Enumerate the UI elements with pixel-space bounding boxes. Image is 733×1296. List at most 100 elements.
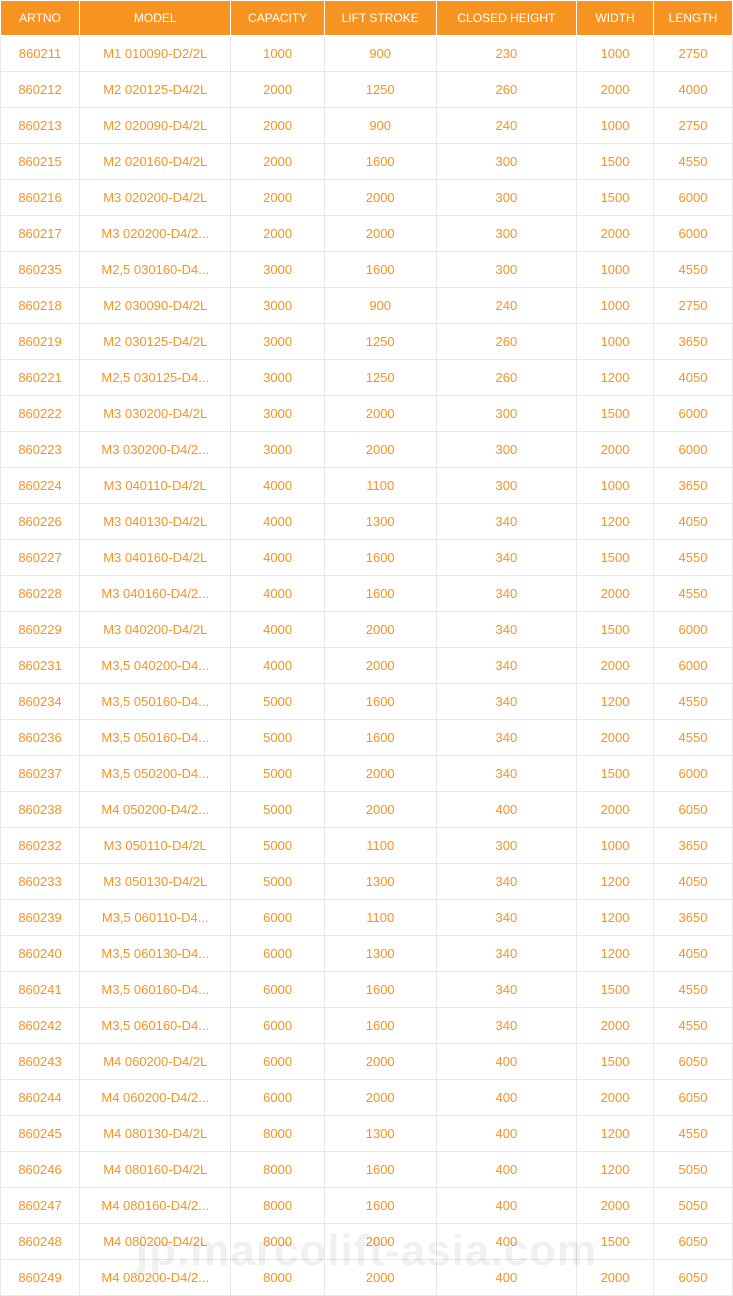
table-cell: 1200 — [577, 900, 654, 936]
table-cell: 2000 — [324, 432, 436, 468]
table-row: 860245M4 080130-D4/2L8000130040012004550 — [1, 1116, 733, 1152]
table-row: 860233M3 050130-D4/2L5000130034012004050 — [1, 864, 733, 900]
table-cell: 300 — [436, 432, 576, 468]
table-cell: 300 — [436, 828, 576, 864]
table-cell: 4550 — [653, 720, 732, 756]
table-cell: 860242 — [1, 1008, 80, 1044]
table-cell: 860231 — [1, 648, 80, 684]
table-cell: 860215 — [1, 144, 80, 180]
table-cell: 2000 — [231, 180, 324, 216]
table-cell: 860238 — [1, 792, 80, 828]
table-cell: 6050 — [653, 1260, 732, 1296]
table-cell: 6050 — [653, 1224, 732, 1260]
table-cell: 260 — [436, 72, 576, 108]
table-cell: 2000 — [324, 756, 436, 792]
table-cell: 860249 — [1, 1260, 80, 1296]
table-row: 860232M3 050110-D4/2L5000110030010003650 — [1, 828, 733, 864]
table-cell: 1500 — [577, 756, 654, 792]
table-cell: 6000 — [653, 396, 732, 432]
table-cell: 6000 — [653, 648, 732, 684]
table-row: 860243M4 060200-D4/2L6000200040015006050 — [1, 1044, 733, 1080]
table-cell: 1000 — [577, 252, 654, 288]
table-cell: 2750 — [653, 108, 732, 144]
table-cell: 6000 — [653, 432, 732, 468]
table-cell: M3 040160-D4/2L — [80, 540, 231, 576]
table-cell: 860221 — [1, 360, 80, 396]
table-cell: 340 — [436, 648, 576, 684]
table-cell: M3,5 040200-D4... — [80, 648, 231, 684]
table-row: 860248M4 080200-D4/2L8000200040015006050 — [1, 1224, 733, 1260]
table-cell: M3,5 050160-D4... — [80, 720, 231, 756]
table-cell: 1250 — [324, 324, 436, 360]
table-cell: 3000 — [231, 432, 324, 468]
table-cell: 6000 — [231, 972, 324, 1008]
table-cell: 860236 — [1, 720, 80, 756]
table-cell: 2000 — [324, 612, 436, 648]
table-cell: M4 080200-D4/2L — [80, 1224, 231, 1260]
table-cell: 1500 — [577, 1044, 654, 1080]
table-cell: 860219 — [1, 324, 80, 360]
table-cell: 1100 — [324, 828, 436, 864]
table-cell: 300 — [436, 144, 576, 180]
table-cell: M4 080160-D4/2... — [80, 1188, 231, 1224]
table-cell: 260 — [436, 324, 576, 360]
table-cell: 4550 — [653, 684, 732, 720]
table-cell: 860227 — [1, 540, 80, 576]
table-cell: 2000 — [324, 1080, 436, 1116]
col-header-4: CLOSED HEIGHT — [436, 1, 576, 36]
table-cell: 860237 — [1, 756, 80, 792]
table-cell: 4050 — [653, 864, 732, 900]
table-cell: 1300 — [324, 1116, 436, 1152]
table-cell: 3650 — [653, 468, 732, 504]
table-cell: M2 030090-D4/2L — [80, 288, 231, 324]
table-cell: 860244 — [1, 1080, 80, 1116]
table-cell: 1200 — [577, 684, 654, 720]
table-cell: 1000 — [577, 288, 654, 324]
table-row: 860239M3,5 060110-D4...60001100340120036… — [1, 900, 733, 936]
table-cell: 860228 — [1, 576, 80, 612]
table-row: 860222M3 030200-D4/2L3000200030015006000 — [1, 396, 733, 432]
table-cell: 8000 — [231, 1224, 324, 1260]
table-cell: M3,5 060160-D4... — [80, 1008, 231, 1044]
table-row: 860215M2 020160-D4/2L2000160030015004550 — [1, 144, 733, 180]
table-cell: 6050 — [653, 1080, 732, 1116]
table-row: 860228M3 040160-D4/2...40001600340200045… — [1, 576, 733, 612]
table-cell: 8000 — [231, 1152, 324, 1188]
table-cell: 6000 — [231, 900, 324, 936]
table-cell: 4050 — [653, 504, 732, 540]
table-cell: 1600 — [324, 684, 436, 720]
table-cell: 860224 — [1, 468, 80, 504]
table-row: 860240M3,5 060130-D4...60001300340120040… — [1, 936, 733, 972]
table-cell: 8000 — [231, 1116, 324, 1152]
table-cell: 6000 — [231, 1080, 324, 1116]
table-cell: 6000 — [653, 756, 732, 792]
table-cell: M3,5 050200-D4... — [80, 756, 231, 792]
table-cell: 2000 — [231, 216, 324, 252]
table-cell: 3000 — [231, 288, 324, 324]
table-cell: 3650 — [653, 900, 732, 936]
table-cell: M2 020160-D4/2L — [80, 144, 231, 180]
table-cell: 2000 — [324, 180, 436, 216]
table-cell: M2 020125-D4/2L — [80, 72, 231, 108]
table-row: 860219M2 030125-D4/2L3000125026010003650 — [1, 324, 733, 360]
table-cell: 4550 — [653, 1116, 732, 1152]
table-cell: 2000 — [577, 1008, 654, 1044]
table-cell: 1500 — [577, 144, 654, 180]
product-table: ARTNOMODELCAPACITYLIFT STROKECLOSED HEIG… — [0, 0, 733, 1296]
table-cell: 860218 — [1, 288, 80, 324]
table-cell: M4 080160-D4/2L — [80, 1152, 231, 1188]
table-cell: 5000 — [231, 756, 324, 792]
table-cell: 1000 — [577, 468, 654, 504]
table-cell: 340 — [436, 756, 576, 792]
table-cell: 300 — [436, 468, 576, 504]
table-cell: M4 080130-D4/2L — [80, 1116, 231, 1152]
table-cell: 1600 — [324, 576, 436, 612]
table-cell: M3 030200-D4/2L — [80, 396, 231, 432]
table-cell: 340 — [436, 576, 576, 612]
table-cell: M4 060200-D4/2L — [80, 1044, 231, 1080]
table-row: 860242M3,5 060160-D4...60001600340200045… — [1, 1008, 733, 1044]
table-cell: 4550 — [653, 252, 732, 288]
table-cell: 230 — [436, 36, 576, 72]
table-cell: 340 — [436, 540, 576, 576]
table-cell: M3,5 060130-D4... — [80, 936, 231, 972]
